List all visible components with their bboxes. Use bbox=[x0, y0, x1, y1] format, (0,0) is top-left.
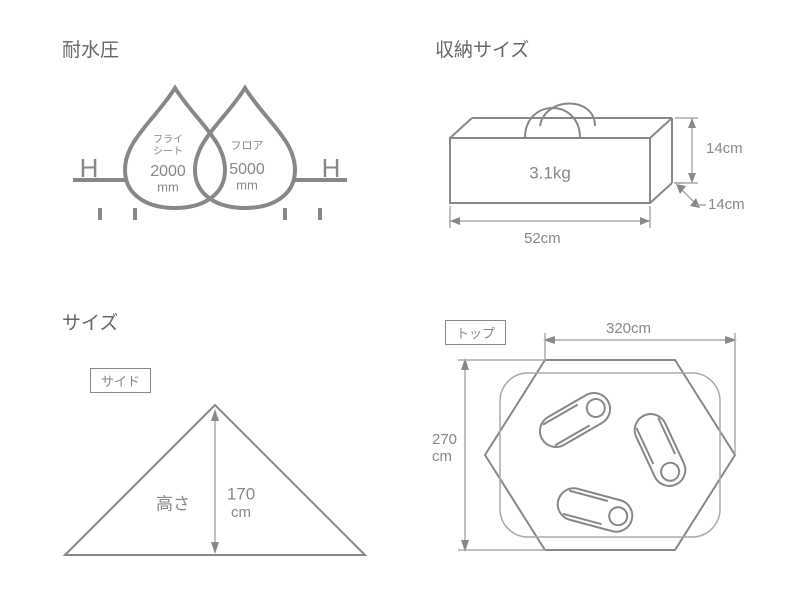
top-width: 320cm bbox=[606, 320, 651, 337]
water-left-val: 2000 bbox=[150, 163, 186, 180]
water-H-right: H bbox=[322, 153, 341, 183]
storage-diagram: 3.1kg bbox=[430, 78, 760, 238]
size-height-unit: cm bbox=[231, 504, 251, 521]
water-H-left: H bbox=[80, 153, 99, 183]
side-label: サイド bbox=[90, 368, 151, 393]
water-left-lab2: シート bbox=[153, 147, 183, 158]
top-depth-val: 270 bbox=[432, 431, 457, 448]
water-left-unit: mm bbox=[157, 179, 179, 194]
size-title: サイズ bbox=[62, 308, 118, 335]
top-depth: 270 cm bbox=[432, 432, 457, 465]
water-pressure-diagram: H H フライ シート 2000 mm フロア 5000 mm bbox=[55, 80, 355, 220]
water-right-val: 5000 bbox=[229, 161, 265, 178]
storage-title: 収納サイズ bbox=[435, 35, 529, 62]
storage-weight: 3.1kg bbox=[529, 163, 571, 182]
top-depth-unit: cm bbox=[432, 448, 452, 465]
storage-height: 14cm bbox=[706, 140, 743, 157]
size-height-val: 170 bbox=[227, 484, 255, 503]
size-height-label: 高さ bbox=[156, 494, 190, 513]
water-left-lab1: フライ bbox=[153, 134, 183, 146]
water-right-unit: mm bbox=[236, 177, 258, 192]
side-diagram: 高さ 170 cm bbox=[55, 395, 375, 575]
storage-width: 52cm bbox=[524, 230, 561, 247]
top-diagram bbox=[430, 315, 770, 585]
water-title: 耐水圧 bbox=[62, 35, 119, 62]
storage-depth: 14cm bbox=[708, 196, 745, 213]
water-right-lab: フロア bbox=[231, 140, 264, 152]
